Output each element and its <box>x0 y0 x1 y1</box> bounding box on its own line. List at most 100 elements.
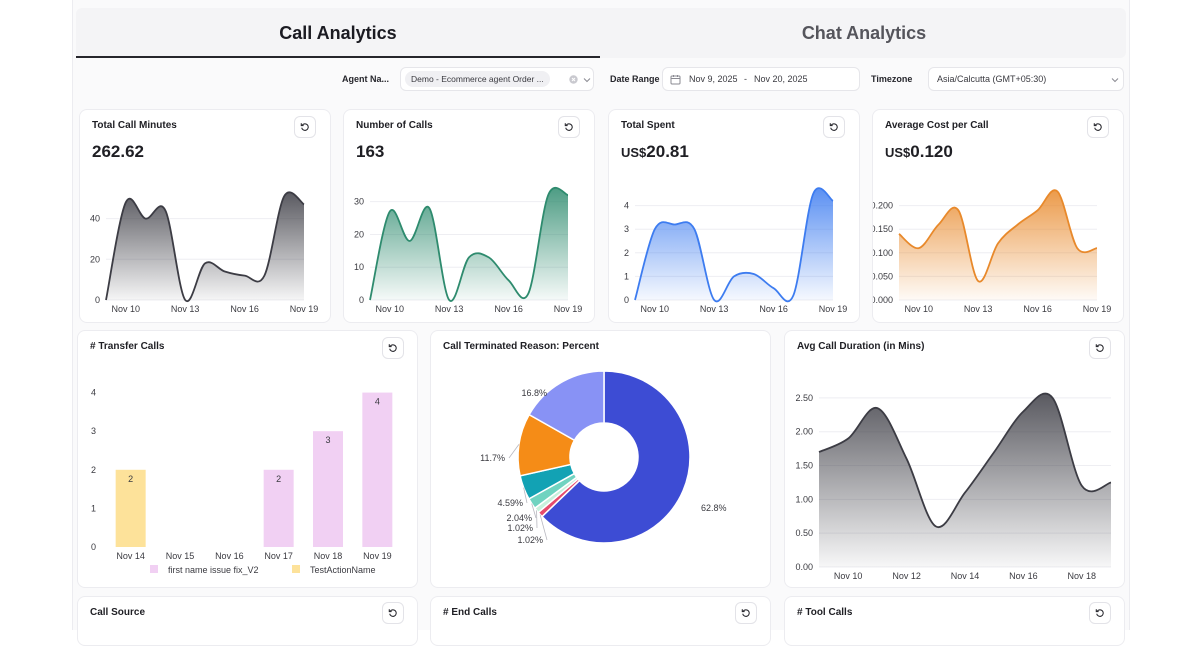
date-range-label: Date Range <box>610 74 660 84</box>
date-separator: - <box>744 68 747 90</box>
slice-label: 1.02% <box>517 535 543 545</box>
y-tick-label: 2.50 <box>795 393 813 403</box>
x-tick-label: Nov 14 <box>951 571 980 581</box>
refresh-icon <box>388 608 398 618</box>
y-tick-label: 0.200 <box>873 201 893 211</box>
x-tick-label: Nov 16 <box>230 304 259 314</box>
agent-chip: Demo - Ecommerce agent Order ... <box>405 71 550 87</box>
timezone-label: Timezone <box>871 74 912 84</box>
chevron-down-icon <box>1111 76 1119 84</box>
timezone-select[interactable]: Asia/Calcutta (GMT+05:30) <box>928 67 1124 91</box>
end-calls-card: # End Calls <box>430 596 771 646</box>
bar-label: 2 <box>128 474 133 484</box>
y-tick-label: 0 <box>95 295 100 305</box>
bar-label: 4 <box>375 397 380 407</box>
date-end: Nov 20, 2025 <box>754 68 808 90</box>
refresh-icon <box>1095 608 1105 618</box>
x-tick-label: Nov 19 <box>819 304 848 314</box>
y-tick-label: 0 <box>91 542 96 552</box>
slice-label: 62.8% <box>701 503 727 513</box>
x-tick-label: Nov 10 <box>905 304 934 314</box>
tab-chat-analytics[interactable]: Chat Analytics <box>602 8 1126 58</box>
x-tick-label: Nov 13 <box>964 304 993 314</box>
refresh-button[interactable] <box>735 602 757 624</box>
call-terminated-reason-card: Call Terminated Reason: Percent 62.8%1.0… <box>430 330 771 588</box>
x-tick-label: Nov 19 <box>290 304 319 314</box>
x-tick-label: Nov 17 <box>264 551 293 561</box>
legend-label: first name issue fix_V2 <box>168 565 259 575</box>
clear-icon[interactable] <box>569 75 578 84</box>
x-tick-label: Nov 10 <box>834 571 863 581</box>
y-tick-label: 1.00 <box>795 494 813 504</box>
refresh-button[interactable] <box>1089 602 1111 624</box>
card-title: Call Source <box>90 607 145 618</box>
card-title: # End Calls <box>443 607 497 618</box>
x-tick-label: Nov 10 <box>641 304 670 314</box>
x-tick-label: Nov 18 <box>1068 571 1097 581</box>
analytics-tabs: Call Analytics Chat Analytics <box>76 8 1126 58</box>
legend-swatch <box>150 565 158 573</box>
tool-calls-card: # Tool Calls <box>784 596 1125 646</box>
agent-filter-label: Agent Na... <box>342 74 389 84</box>
y-tick-label: 1.50 <box>795 461 813 471</box>
y-tick-label: 1 <box>624 271 629 281</box>
refresh-icon <box>741 608 751 618</box>
x-tick-label: Nov 19 <box>1083 304 1112 314</box>
date-start: Nov 9, 2025 <box>689 68 738 90</box>
tab-call-analytics[interactable]: Call Analytics <box>76 8 600 58</box>
legend-label: TestActionName <box>310 565 376 575</box>
x-tick-label: Nov 16 <box>1023 304 1052 314</box>
y-tick-label: 3 <box>624 224 629 234</box>
y-tick-label: 20 <box>90 254 100 264</box>
x-tick-label: Nov 10 <box>112 304 141 314</box>
x-tick-label: Nov 19 <box>554 304 583 314</box>
y-tick-label: 3 <box>91 426 96 436</box>
y-tick-label: 0.050 <box>873 271 893 281</box>
x-tick-label: Nov 16 <box>494 304 523 314</box>
timezone-value: Asia/Calcutta (GMT+05:30) <box>937 68 1046 90</box>
calendar-icon <box>670 74 681 85</box>
y-tick-label: 2 <box>91 465 96 475</box>
y-tick-label: 2 <box>624 248 629 258</box>
y-tick-label: 40 <box>90 214 100 224</box>
area-fill <box>106 192 304 301</box>
x-tick-label: Nov 14 <box>116 551 145 561</box>
x-tick-label: Nov 16 <box>1009 571 1038 581</box>
x-tick-label: Nov 10 <box>376 304 405 314</box>
filter-bar: Agent Na... Demo - Ecommerce agent Order… <box>0 67 1200 93</box>
date-range-picker[interactable]: Nov 9, 2025 - Nov 20, 2025 <box>662 67 860 91</box>
bar <box>313 431 343 547</box>
slice-label: 4.59% <box>497 498 523 508</box>
card-title: # Tool Calls <box>797 607 852 618</box>
refresh-button[interactable] <box>382 602 404 624</box>
bar-label: 3 <box>325 435 330 445</box>
x-tick-label: Nov 13 <box>700 304 729 314</box>
slice-label: 16.8% <box>521 388 547 398</box>
x-tick-label: Nov 16 <box>215 551 244 561</box>
y-tick-label: 0.50 <box>795 528 813 538</box>
y-tick-label: 2.00 <box>795 427 813 437</box>
x-tick-label: Nov 13 <box>435 304 464 314</box>
y-tick-label: 0 <box>624 295 629 305</box>
agent-select[interactable]: Demo - Ecommerce agent Order ... <box>400 67 594 91</box>
y-tick-label: 0.100 <box>873 248 893 258</box>
call-source-card: Call Source <box>77 596 418 646</box>
slice-label: 1.02% <box>507 523 533 533</box>
bar-label: 2 <box>276 474 281 484</box>
slice-label: 11.7% <box>480 453 505 463</box>
bar <box>362 393 392 547</box>
call-terminated-reason-chart: 62.8%1.02%1.02%2.04%4.59%11.7%16.8% <box>431 331 772 589</box>
y-tick-label: 4 <box>624 201 629 211</box>
chevron-down-icon <box>583 76 591 84</box>
